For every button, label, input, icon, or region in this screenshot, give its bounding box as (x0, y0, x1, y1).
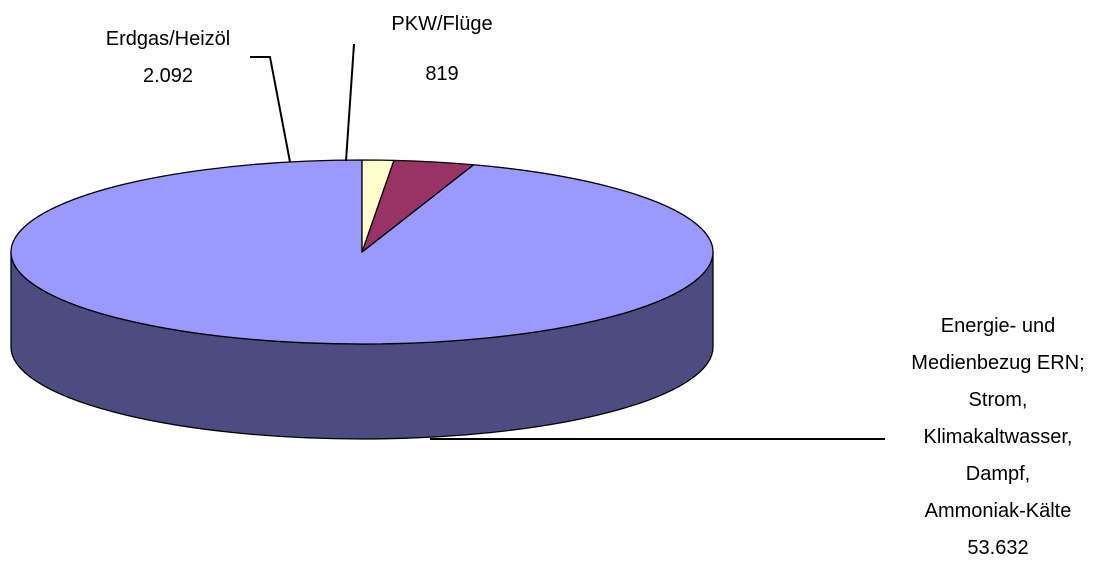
slice-label-energie-line-6: Ammoniak-Kälte (925, 500, 1072, 522)
pie-slice-pkw (361, 159, 395, 253)
leader-line-pkw (345, 43, 355, 162)
slice-label-pkw: PKW/Flüge (391, 13, 492, 35)
label-leader-lines (250, 43, 885, 440)
leader-line-erdgas (250, 56, 291, 163)
slice-label-energie-line-1: Energie- und (941, 315, 1056, 337)
slice-value-energie: 53.632 (967, 537, 1028, 559)
slice-label-energie-line-5: Dampf, (966, 463, 1030, 485)
slice-value-erdgas: 2.092 (143, 65, 193, 87)
slice-value-pkw: 819 (425, 63, 458, 85)
pie-top-faces (10, 159, 714, 345)
slice-label-energie-line-2: Medienbezug ERN; (911, 352, 1084, 374)
slice-label-energie-line-3: Strom, (969, 389, 1028, 411)
slice-label-energie-line-4: Klimakaltwasser, (924, 426, 1073, 448)
slice-label-erdgas: Erdgas/Heizöl (106, 28, 231, 50)
